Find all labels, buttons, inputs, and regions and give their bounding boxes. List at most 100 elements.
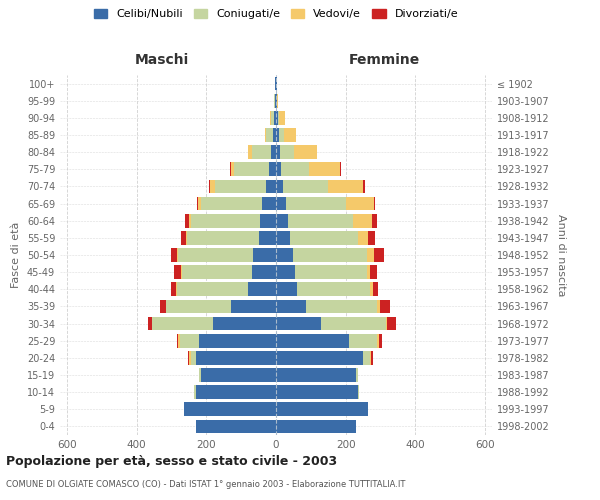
Bar bbox=[386, 316, 388, 330]
Bar bbox=[380, 300, 390, 314]
Bar bbox=[197, 196, 201, 210]
Bar bbox=[346, 196, 374, 210]
Bar bbox=[276, 94, 277, 108]
Bar bbox=[371, 351, 373, 364]
Bar bbox=[293, 248, 367, 262]
Bar bbox=[180, 334, 199, 347]
Bar bbox=[260, 214, 276, 228]
Bar bbox=[321, 316, 386, 330]
Bar bbox=[356, 368, 358, 382]
Text: Maschi: Maschi bbox=[135, 54, 189, 68]
Bar bbox=[276, 248, 293, 262]
Bar bbox=[201, 196, 262, 210]
Text: COMUNE DI OLGIATE COMASCO (CO) - Dati ISTAT 1° gennaio 2003 - Elaborazione TUTTI: COMUNE DI OLGIATE COMASCO (CO) - Dati IS… bbox=[6, 480, 406, 489]
Bar bbox=[276, 146, 280, 159]
Bar bbox=[194, 386, 196, 399]
Bar bbox=[281, 162, 309, 176]
Bar bbox=[328, 180, 363, 194]
Bar bbox=[340, 162, 341, 176]
Bar bbox=[213, 316, 276, 330]
Bar bbox=[276, 282, 297, 296]
Bar bbox=[370, 351, 371, 364]
Bar bbox=[174, 266, 181, 279]
Bar bbox=[248, 282, 276, 296]
Bar bbox=[181, 266, 182, 279]
Bar bbox=[189, 351, 191, 364]
Bar bbox=[210, 180, 215, 194]
Bar bbox=[276, 180, 283, 194]
Bar bbox=[196, 420, 276, 434]
Bar bbox=[279, 128, 284, 142]
Bar bbox=[276, 111, 278, 124]
Bar bbox=[276, 231, 290, 244]
Bar bbox=[276, 368, 356, 382]
Bar bbox=[271, 111, 274, 124]
Bar bbox=[187, 231, 259, 244]
Bar bbox=[251, 146, 271, 159]
Bar bbox=[251, 266, 276, 279]
Bar bbox=[276, 420, 356, 434]
Bar bbox=[367, 248, 374, 262]
Bar bbox=[274, 94, 275, 108]
Bar bbox=[177, 282, 248, 296]
Bar bbox=[275, 94, 276, 108]
Bar bbox=[271, 146, 276, 159]
Bar bbox=[277, 94, 278, 108]
Bar bbox=[284, 128, 296, 142]
Bar bbox=[353, 214, 372, 228]
Bar bbox=[286, 196, 346, 210]
Bar bbox=[370, 266, 377, 279]
Bar bbox=[295, 266, 367, 279]
Bar bbox=[171, 248, 178, 262]
Bar bbox=[297, 282, 370, 296]
Bar bbox=[160, 300, 166, 314]
Bar bbox=[288, 214, 353, 228]
Bar bbox=[370, 282, 373, 296]
Bar bbox=[188, 351, 189, 364]
Bar bbox=[275, 76, 276, 90]
Bar bbox=[290, 231, 358, 244]
Bar bbox=[273, 128, 276, 142]
Bar bbox=[196, 351, 276, 364]
Bar bbox=[259, 231, 276, 244]
Bar bbox=[185, 214, 189, 228]
Bar bbox=[181, 231, 186, 244]
Bar bbox=[276, 351, 363, 364]
Y-axis label: Fasce di età: Fasce di età bbox=[11, 222, 21, 288]
Bar bbox=[171, 282, 176, 296]
Bar bbox=[280, 111, 285, 124]
Bar bbox=[176, 282, 177, 296]
Bar bbox=[276, 266, 295, 279]
Bar bbox=[363, 180, 365, 194]
Bar bbox=[191, 214, 260, 228]
Text: Popolazione per età, sesso e stato civile - 2003: Popolazione per età, sesso e stato civil… bbox=[6, 455, 337, 468]
Bar bbox=[309, 162, 340, 176]
Bar bbox=[374, 196, 375, 210]
Bar bbox=[248, 146, 251, 159]
Bar bbox=[377, 334, 379, 347]
Bar bbox=[276, 196, 286, 210]
Bar bbox=[283, 180, 328, 194]
Bar bbox=[152, 316, 213, 330]
Bar bbox=[262, 196, 276, 210]
Bar bbox=[178, 248, 253, 262]
Text: Femmine: Femmine bbox=[349, 54, 419, 68]
Bar bbox=[373, 282, 378, 296]
Bar bbox=[294, 146, 317, 159]
Bar bbox=[276, 214, 288, 228]
Bar bbox=[363, 351, 370, 364]
Bar bbox=[189, 214, 191, 228]
Bar bbox=[280, 146, 294, 159]
Bar bbox=[374, 248, 384, 262]
Bar bbox=[367, 266, 370, 279]
Bar bbox=[178, 334, 180, 347]
Bar bbox=[266, 180, 276, 194]
Bar bbox=[234, 162, 269, 176]
Bar bbox=[186, 231, 187, 244]
Bar bbox=[276, 334, 349, 347]
Bar bbox=[166, 300, 231, 314]
Bar bbox=[377, 300, 380, 314]
Bar bbox=[184, 402, 276, 416]
Bar bbox=[379, 334, 382, 347]
Bar bbox=[215, 180, 266, 194]
